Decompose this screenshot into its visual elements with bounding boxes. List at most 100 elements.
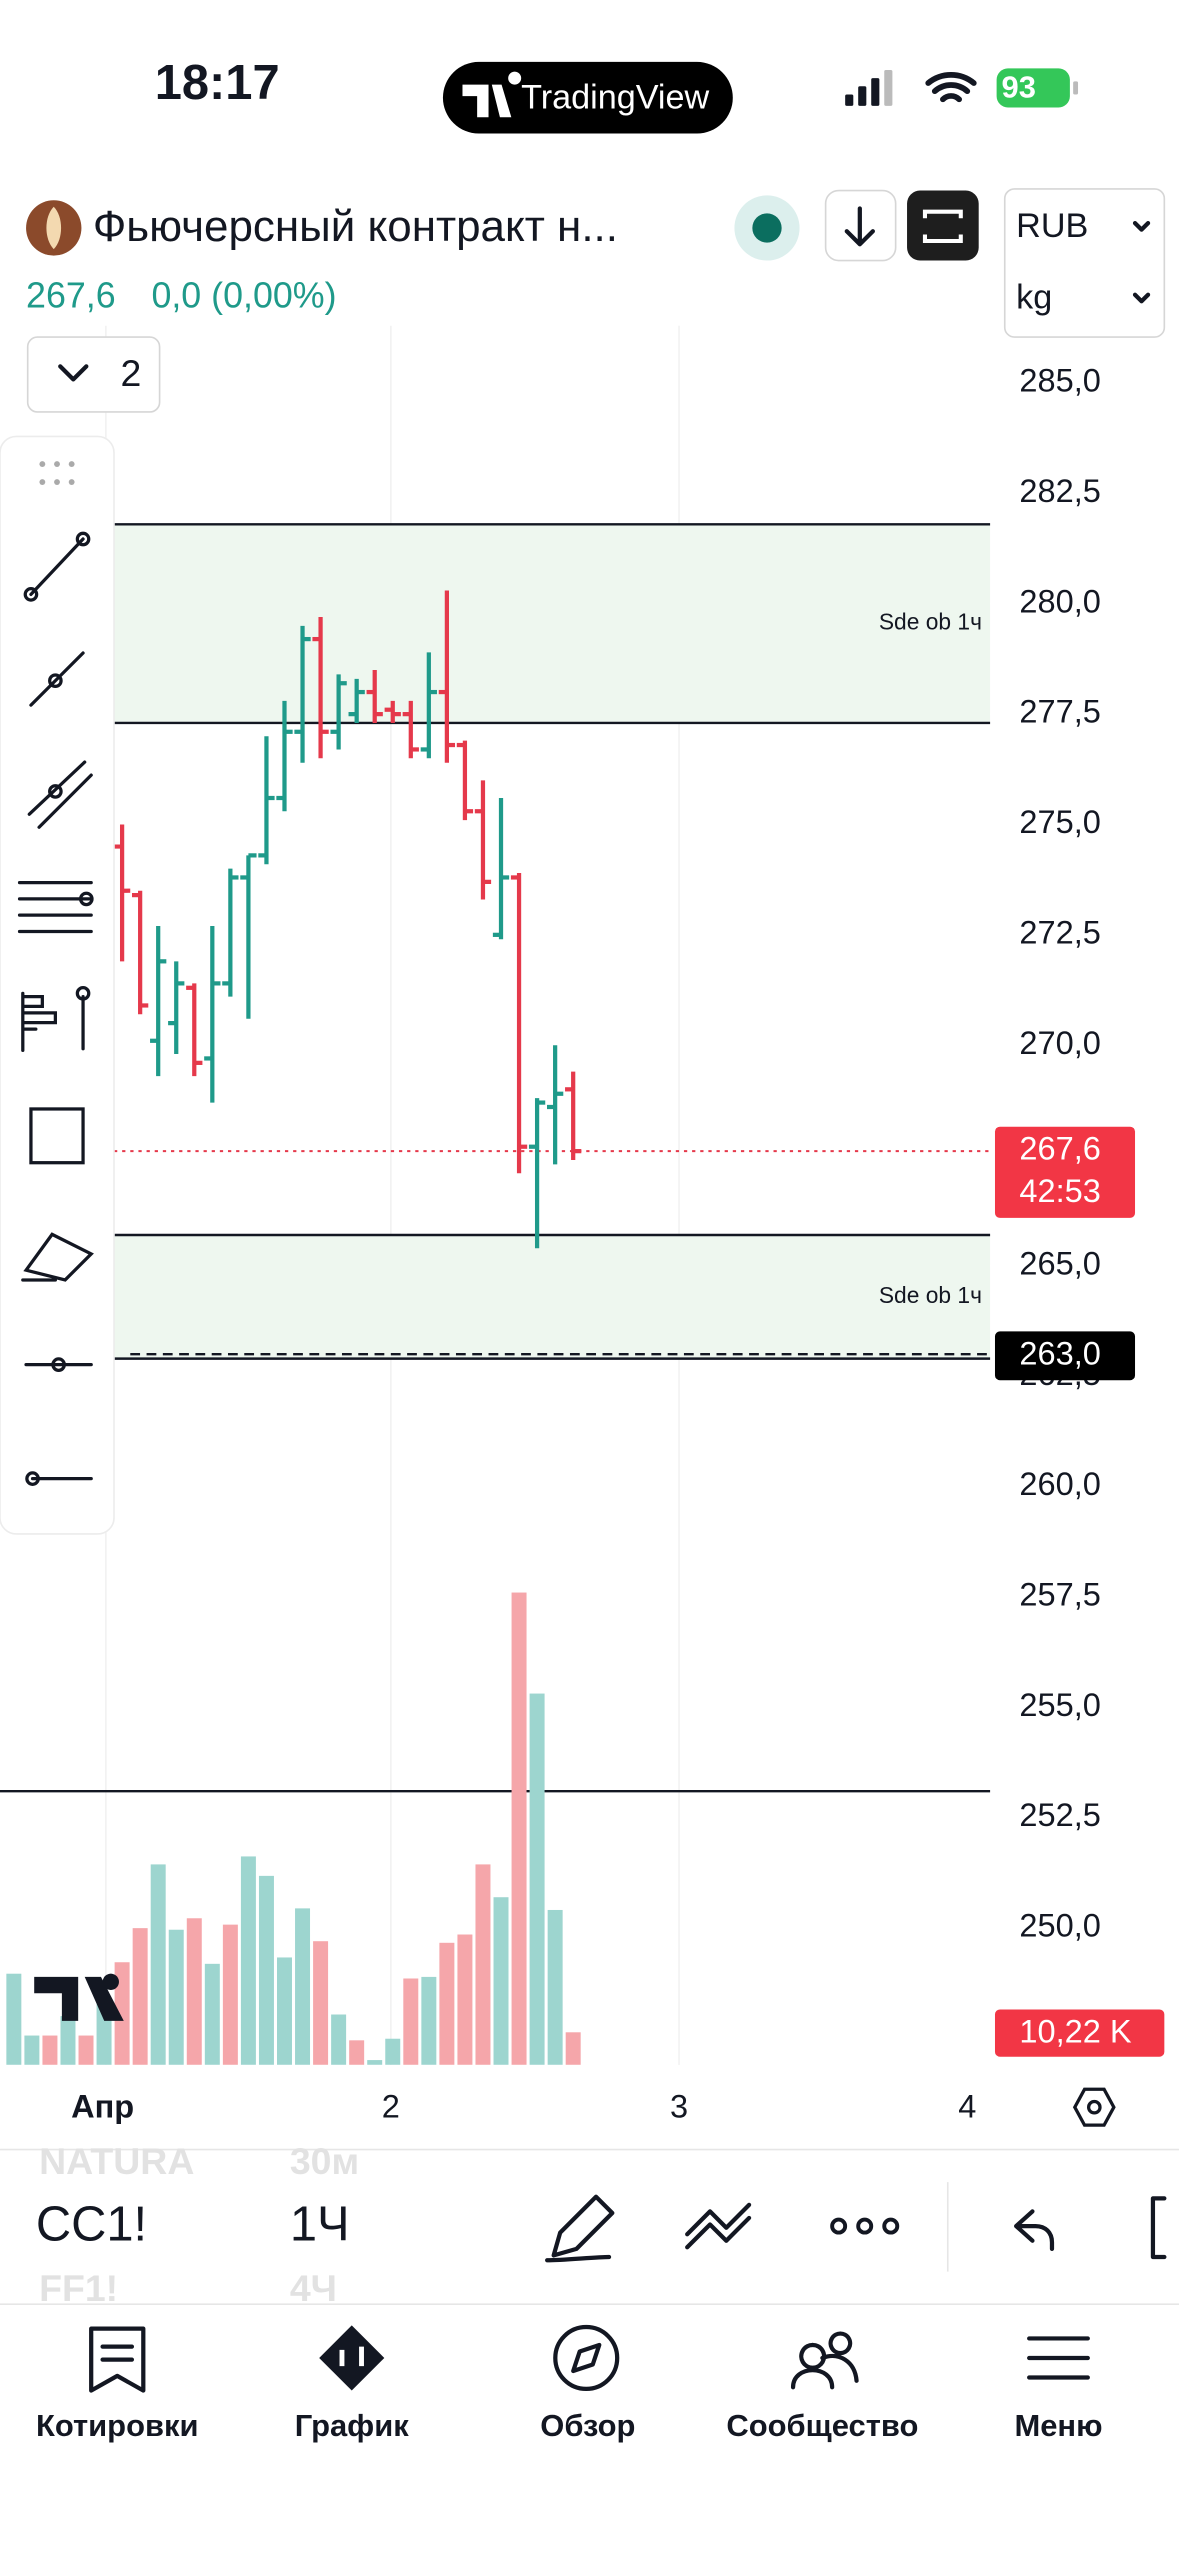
draw-button[interactable] [545, 2194, 615, 2263]
x-tick-label: 4 [958, 2088, 976, 2124]
pattern-tool[interactable] [21, 991, 85, 1052]
bar-countdown: 42:53 [1019, 1173, 1100, 1209]
volume-bar [493, 1897, 509, 2065]
volume-bar [168, 1929, 184, 2065]
symbol-title[interactable]: Фьючерсный контракт н... [93, 202, 618, 251]
price-change: 0,0 (0,00%) [151, 275, 336, 315]
volume-label: 10,22 K [1019, 2014, 1131, 2050]
tool-handle [75, 986, 91, 1001]
y-tick-label: 275,0 [1019, 804, 1100, 840]
volume-bar [42, 2035, 58, 2065]
y-tick-label: 277,5 [1019, 694, 1100, 730]
volume-bar [475, 1864, 491, 2065]
volume-bar [421, 1976, 437, 2065]
tab-icon-overview [553, 2324, 620, 2392]
layout-count[interactable]: 2 [121, 352, 142, 394]
price-labels: 267,6 42:53 263,0 10,22 K [994, 1126, 1165, 2057]
fib-tool[interactable] [17, 880, 93, 934]
zone [0, 1235, 991, 1359]
undo-button[interactable] [1014, 2209, 1055, 2251]
redo-button[interactable] [1150, 2196, 1167, 2260]
alert-box [994, 1331, 1136, 1381]
y-tick-label: 280,0 [1019, 583, 1100, 619]
tool-handle [78, 891, 94, 907]
tab-label-active[interactable]: График [295, 2408, 410, 2443]
unit-box[interactable] [1003, 188, 1166, 338]
rectangle-tool[interactable] [29, 1107, 85, 1165]
y-tick-label: 255,0 [1019, 1687, 1100, 1723]
volume-bar [565, 2032, 581, 2065]
interval-option[interactable]: 4Ч [290, 2267, 337, 2309]
volume-bar [132, 1928, 148, 2065]
volume-bar [78, 2035, 94, 2065]
tv-logo [462, 71, 522, 118]
unit[interactable]: kg [1016, 279, 1052, 317]
tab-icon-menu [1027, 2336, 1090, 2380]
symbol-option[interactable]: NATURA [39, 2140, 194, 2182]
settings-icon [1086, 2099, 1102, 2115]
trend-line-tool[interactable] [29, 537, 85, 597]
signal-icon [845, 70, 893, 106]
status-time: 18:17 [155, 56, 280, 110]
volume-bar [367, 2060, 383, 2065]
volume-bar [277, 1957, 292, 2065]
tab-label[interactable]: Обзор [540, 2408, 635, 2443]
volume-bar [150, 1864, 166, 2065]
tab-icon-compass [571, 2342, 602, 2374]
volume-bar [114, 1962, 130, 2065]
indicators-button[interactable] [685, 2202, 752, 2250]
wifi-icon [925, 72, 977, 103]
download-icon [844, 206, 875, 247]
symbol-icon-leaf [46, 206, 62, 250]
brush-tool[interactable] [21, 1232, 94, 1282]
x-tick-label: 2 [382, 2088, 400, 2124]
volume-bar [439, 1942, 455, 2065]
y-tick-label: 285,0 [1019, 363, 1100, 399]
layout-button[interactable] [26, 336, 161, 413]
tab-label[interactable]: Сообщество [726, 2408, 918, 2443]
alert-label: 263,0 [1019, 1335, 1100, 1371]
volume-bar [6, 1973, 22, 2065]
app-name: TradingView [521, 78, 709, 116]
ray-tool[interactable] [29, 651, 85, 707]
tab-label[interactable]: Котировки [36, 2408, 199, 2443]
channel-tool[interactable] [27, 760, 93, 829]
interval-option[interactable]: 30м [290, 2140, 359, 2182]
symbol-option[interactable]: FF1! [39, 2267, 118, 2309]
time-axis: Апр 2 3 4 [71, 2088, 976, 2124]
y-tick-label: 257,5 [1019, 1577, 1100, 1613]
y-tick-label: 250,0 [1019, 1908, 1100, 1944]
unit-chevrons [1132, 220, 1151, 304]
volume-box [994, 2009, 1165, 2057]
zone-label: Sde ob 1ч [879, 609, 982, 635]
tool-handle [51, 1357, 66, 1372]
fullscreen-icon [922, 209, 963, 244]
volume-bar [258, 1875, 274, 2065]
last-price-box [994, 1126, 1136, 1218]
fullscreen-button[interactable] [907, 190, 979, 261]
price-axis: 285,0282,5280,0277,5275,0272,5270,0267,5… [990, 363, 1101, 1944]
tool-handle [23, 587, 39, 602]
volume-bar [385, 2038, 401, 2065]
symbol-selected[interactable]: CC1! [36, 2198, 147, 2252]
currency[interactable]: RUB [1016, 207, 1088, 245]
y-tick-label: 260,0 [1019, 1466, 1100, 1502]
tool-handle [25, 1471, 40, 1486]
tool-handle [75, 531, 91, 547]
volume-bar [529, 1693, 545, 2065]
battery [996, 68, 1070, 108]
y-tick-label: 252,5 [1019, 1797, 1100, 1833]
battery-level: 93 [1001, 70, 1035, 105]
volume-bar [313, 1941, 329, 2065]
volume-bar [60, 2016, 76, 2065]
interval-selected[interactable]: 1Ч [290, 2198, 350, 2252]
y-tick-label: 282,5 [1019, 473, 1100, 509]
more-button[interactable] [830, 2217, 900, 2235]
y-tick-label: 270,0 [1019, 1025, 1100, 1061]
volume-bar [222, 1924, 238, 2065]
volume-bar [331, 2014, 347, 2065]
zone-label: Sde ob 1ч [879, 1282, 982, 1308]
settings-button[interactable] [1072, 2087, 1116, 2127]
x-tick-label: 3 [670, 2088, 688, 2124]
tab-label[interactable]: Меню [1014, 2408, 1102, 2443]
